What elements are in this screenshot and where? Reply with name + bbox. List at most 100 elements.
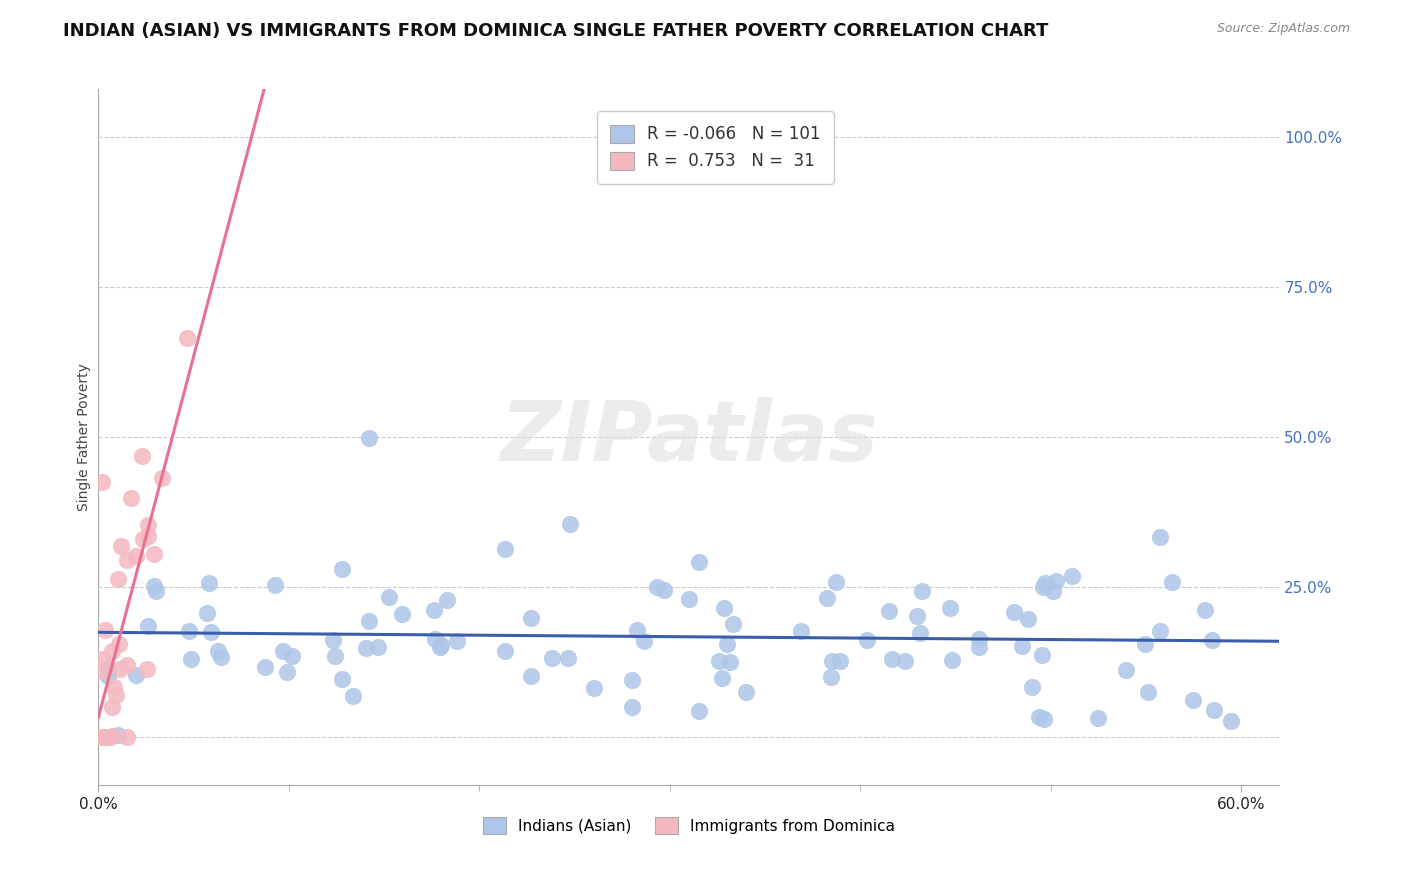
- Point: [136, 662, 159, 676]
- Point: [391, 607, 413, 621]
- Point: [856, 633, 879, 648]
- Point: [557, 650, 579, 665]
- Point: [1201, 632, 1223, 647]
- Point: [107, 728, 129, 742]
- Point: [103, 680, 125, 694]
- Point: [124, 549, 146, 563]
- Point: [195, 606, 218, 620]
- Point: [209, 649, 232, 664]
- Point: [494, 541, 516, 556]
- Point: [894, 654, 917, 668]
- Point: [94, 623, 117, 637]
- Point: [1045, 574, 1067, 588]
- Point: [100, 699, 122, 714]
- Point: [91, 730, 114, 744]
- Point: [354, 640, 377, 655]
- Point: [1002, 605, 1025, 619]
- Point: [323, 649, 346, 664]
- Point: [253, 660, 276, 674]
- Legend: Indians (Asian), Immigrants from Dominica: Indians (Asian), Immigrants from Dominic…: [477, 811, 901, 840]
- Point: [626, 623, 648, 637]
- Point: [713, 600, 735, 615]
- Point: [821, 654, 844, 668]
- Text: ZIPatlas: ZIPatlas: [501, 397, 877, 477]
- Point: [1032, 580, 1054, 594]
- Point: [1182, 692, 1205, 706]
- Point: [108, 637, 131, 651]
- Y-axis label: Single Father Poverty: Single Father Poverty: [77, 363, 91, 511]
- Point: [200, 625, 222, 640]
- Point: [276, 665, 298, 679]
- Point: [1017, 612, 1039, 626]
- Point: [97, 661, 120, 675]
- Point: [117, 552, 139, 566]
- Point: [198, 576, 221, 591]
- Point: [911, 583, 934, 598]
- Point: [446, 634, 468, 648]
- Point: [1032, 712, 1054, 726]
- Point: [1031, 648, 1053, 662]
- Point: [125, 668, 148, 682]
- Point: [207, 644, 229, 658]
- Point: [907, 608, 929, 623]
- Point: [108, 662, 131, 676]
- Point: [678, 591, 700, 606]
- Point: [136, 518, 159, 533]
- Point: [520, 669, 543, 683]
- Point: [330, 562, 353, 576]
- Point: [721, 616, 744, 631]
- Point: [367, 640, 389, 654]
- Text: INDIAN (ASIAN) VS IMMIGRANTS FROM DOMINICA SINGLE FATHER POVERTY CORRELATION CHA: INDIAN (ASIAN) VS IMMIGRANTS FROM DOMINI…: [63, 22, 1049, 40]
- Point: [152, 470, 174, 484]
- Point: [91, 652, 114, 666]
- Point: [1115, 663, 1137, 677]
- Point: [688, 555, 710, 569]
- Point: [520, 611, 543, 625]
- Point: [1060, 569, 1083, 583]
- Point: [540, 651, 562, 665]
- Point: [322, 632, 344, 647]
- Point: [264, 578, 287, 592]
- Point: [1149, 624, 1171, 638]
- Point: [790, 624, 813, 639]
- Point: [1219, 714, 1241, 729]
- Point: [1133, 637, 1156, 651]
- Point: [117, 730, 139, 744]
- Text: Source: ZipAtlas.com: Source: ZipAtlas.com: [1216, 22, 1350, 36]
- Point: [652, 582, 675, 597]
- Point: [1021, 680, 1043, 694]
- Point: [620, 700, 643, 714]
- Point: [967, 632, 990, 646]
- Point: [136, 619, 159, 633]
- Point: [1087, 711, 1109, 725]
- Point: [97, 669, 120, 683]
- Point: [941, 653, 963, 667]
- Point: [145, 584, 167, 599]
- Point: [377, 591, 399, 605]
- Point: [96, 730, 118, 744]
- Point: [815, 591, 838, 605]
- Point: [825, 575, 848, 590]
- Point: [707, 654, 730, 668]
- Point: [1149, 530, 1171, 544]
- Point: [633, 633, 655, 648]
- Point: [1042, 583, 1064, 598]
- Point: [342, 690, 364, 704]
- Point: [828, 654, 851, 668]
- Point: [115, 657, 138, 672]
- Point: [583, 681, 606, 695]
- Point: [142, 547, 165, 561]
- Point: [110, 539, 132, 553]
- Point: [1028, 710, 1050, 724]
- Point: [877, 604, 900, 618]
- Point: [645, 580, 668, 594]
- Point: [131, 449, 153, 463]
- Point: [1194, 602, 1216, 616]
- Point: [107, 573, 129, 587]
- Point: [142, 579, 165, 593]
- Point: [430, 638, 453, 652]
- Point: [271, 644, 294, 658]
- Point: [621, 673, 644, 688]
- Point: [939, 601, 962, 615]
- Point: [101, 644, 124, 658]
